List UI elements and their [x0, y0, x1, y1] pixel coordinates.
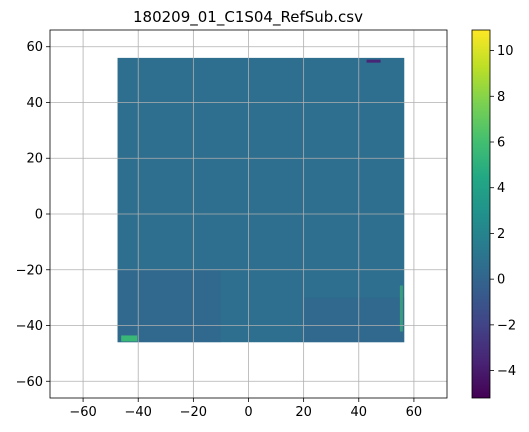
- heatmap-edge-highlight: [399, 285, 403, 332]
- colorbar-tick-label: 4: [497, 181, 505, 196]
- colorbar-tick-label: 10: [497, 44, 514, 59]
- chart-title: 180209_01_C1S04_RefSub.csv: [133, 8, 363, 27]
- x-tick-label: −40: [125, 405, 152, 420]
- y-tick-label: −20: [16, 263, 43, 278]
- colorbar-tick-label: 8: [497, 90, 505, 105]
- heatmap-cold-spot: [366, 59, 381, 63]
- heatmap-image: [117, 57, 405, 343]
- x-tick-label: 40: [351, 405, 368, 420]
- x-tick-label: 60: [406, 405, 423, 420]
- colorbar-tick-label: −4: [497, 364, 516, 379]
- x-tick-label: −20: [180, 405, 207, 420]
- colorbar-tick-label: 6: [497, 136, 505, 151]
- colorbar-tick-label: 0: [497, 273, 505, 288]
- colorbar-gradient: [471, 29, 491, 399]
- heatmap-shade-lower-right: [303, 297, 405, 343]
- heatmap-region: [117, 57, 405, 343]
- y-tick-label: 60: [26, 40, 43, 55]
- y-tick-label: 40: [26, 96, 43, 111]
- colorbar-tick-label: 2: [497, 227, 505, 242]
- colorbar: −4 −2 0 2 4 6 8 10: [471, 29, 516, 399]
- plot-axes: −60 −40 −20 0 20 40 60 −60 −40 −20 0 20 40 60: [16, 29, 448, 420]
- y-tick-label: 0: [35, 208, 43, 223]
- gridlines: [50, 30, 447, 398]
- colorbar-tick-label: −2: [497, 318, 516, 333]
- x-tick-label: 20: [295, 405, 312, 420]
- y-tick-label: −60: [16, 375, 43, 390]
- heatmap-shade-lower-left: [117, 269, 221, 343]
- y-tick-label: −40: [16, 319, 43, 334]
- x-tick-label: −60: [69, 405, 96, 420]
- y-tick-label: 20: [26, 152, 43, 167]
- x-tick-label: 0: [244, 405, 252, 420]
- heatmap-hot-spot: [121, 335, 138, 342]
